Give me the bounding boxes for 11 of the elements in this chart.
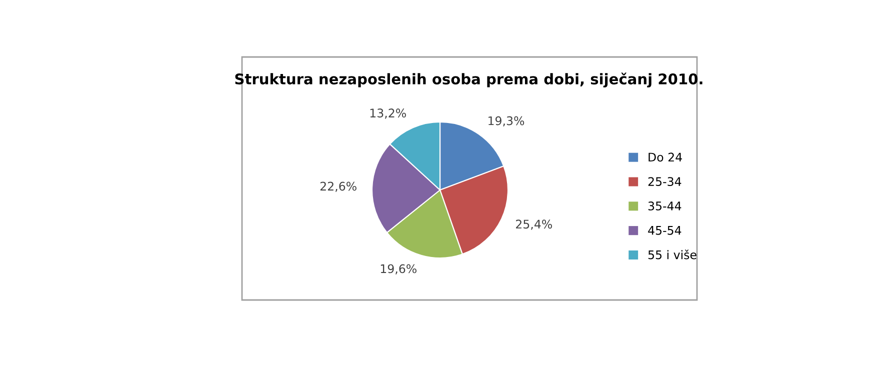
data-label: 25,4% xyxy=(516,220,552,230)
data-label: 22,6% xyxy=(320,182,356,192)
legend-label: 35-44 xyxy=(648,201,682,210)
legend-label: 55 i više xyxy=(648,250,696,260)
data-label: 19,3% xyxy=(488,116,524,126)
chart-title: Struktura nezaposlenih osoba prema dobi, siječanj 2010. xyxy=(235,72,702,88)
data-label: 19,6% xyxy=(380,264,416,274)
data-label: 13,2% xyxy=(370,108,406,119)
legend-label: Do 24 xyxy=(648,152,682,162)
legend-label: 45-54 xyxy=(648,226,682,235)
legend-label: 25-34 xyxy=(648,177,682,186)
